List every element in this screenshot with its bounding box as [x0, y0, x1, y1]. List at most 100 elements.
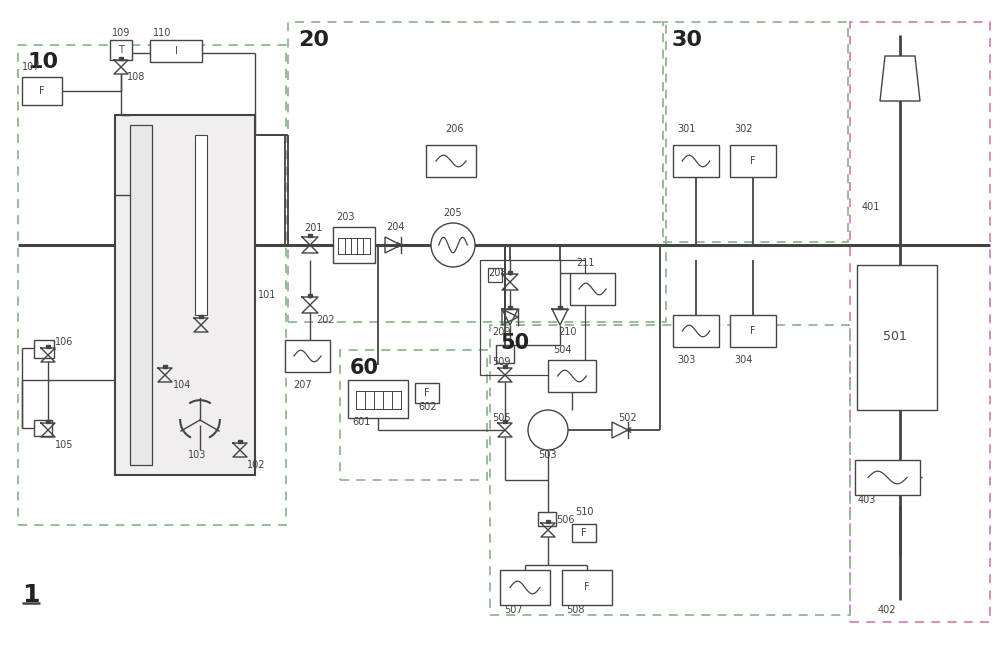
Bar	[730, 145, 776, 177]
Text: 203: 203	[336, 212, 354, 222]
Text: 505: 505	[492, 413, 511, 423]
Bar	[663, 22, 848, 242]
Text: 209: 209	[492, 327, 511, 337]
Text: 106: 106	[55, 337, 73, 347]
Text: 101: 101	[258, 290, 276, 300]
Text: 201: 201	[304, 223, 322, 233]
Bar	[285, 340, 330, 372]
Bar	[130, 125, 152, 465]
Text: 108: 108	[127, 72, 145, 82]
Bar	[22, 77, 62, 105]
Text: 509: 509	[492, 357, 511, 367]
Text: 109: 109	[112, 28, 130, 38]
Bar	[558, 306, 562, 309]
Polygon shape	[880, 56, 920, 101]
Bar	[163, 365, 167, 368]
Bar	[488, 268, 502, 282]
Text: 102: 102	[247, 460, 266, 470]
Text: 504: 504	[553, 345, 572, 355]
Text: 208: 208	[488, 268, 507, 278]
Bar	[496, 345, 514, 363]
Bar	[548, 360, 596, 392]
Text: 1: 1	[22, 583, 40, 607]
Bar	[503, 365, 507, 368]
Bar	[150, 40, 202, 62]
Text: 206: 206	[446, 124, 464, 134]
Bar	[308, 234, 312, 237]
Bar	[855, 460, 920, 495]
Text: 401: 401	[862, 202, 880, 212]
Bar	[503, 419, 507, 423]
Text: 204: 204	[386, 222, 404, 232]
Bar	[348, 380, 408, 418]
Bar	[857, 265, 937, 410]
Bar	[415, 383, 439, 403]
Bar	[546, 520, 550, 523]
Text: 302: 302	[734, 124, 753, 134]
Bar	[500, 570, 550, 605]
Text: 210: 210	[558, 327, 576, 337]
Text: 207: 207	[294, 380, 312, 390]
Bar	[572, 524, 596, 542]
Bar	[308, 293, 312, 297]
Text: F: F	[39, 86, 45, 96]
Text: 30: 30	[672, 30, 703, 50]
Text: 10: 10	[28, 52, 59, 72]
Bar	[34, 340, 54, 358]
Bar	[426, 145, 476, 177]
Text: F: F	[581, 528, 587, 538]
Bar	[199, 314, 203, 318]
Bar	[115, 115, 255, 475]
Text: 303: 303	[677, 355, 695, 365]
Text: 507: 507	[504, 605, 523, 615]
Text: 103: 103	[188, 450, 206, 460]
Text: 506: 506	[556, 515, 574, 525]
Text: F: F	[750, 156, 756, 166]
Bar	[850, 22, 990, 622]
Circle shape	[431, 223, 475, 267]
Bar	[333, 227, 375, 263]
Bar	[34, 420, 52, 436]
Circle shape	[528, 410, 568, 450]
Bar	[480, 260, 585, 375]
Text: F: F	[584, 583, 590, 592]
Text: F: F	[750, 326, 756, 336]
Bar	[490, 325, 850, 615]
Text: 403: 403	[858, 495, 876, 505]
Text: 502: 502	[618, 413, 637, 423]
Text: 601: 601	[352, 417, 370, 427]
Text: 211: 211	[576, 258, 594, 268]
Text: I: I	[175, 46, 177, 56]
Text: 104: 104	[173, 380, 191, 390]
Text: 205: 205	[443, 208, 462, 218]
Bar	[238, 440, 242, 443]
Bar	[562, 570, 612, 605]
Text: 508: 508	[566, 605, 584, 615]
Text: 510: 510	[575, 507, 594, 517]
Bar	[119, 56, 123, 60]
Text: 50: 50	[500, 333, 529, 353]
Bar	[673, 315, 719, 347]
Text: 202: 202	[316, 315, 335, 325]
Text: 107: 107	[22, 62, 40, 72]
Text: T: T	[118, 45, 124, 55]
Bar	[110, 40, 132, 60]
Bar	[508, 270, 512, 274]
Bar	[46, 344, 50, 348]
Text: 110: 110	[153, 28, 171, 38]
Bar	[730, 315, 776, 347]
Bar	[195, 135, 207, 315]
Bar	[46, 419, 50, 423]
Text: 501: 501	[883, 331, 907, 344]
Text: 304: 304	[734, 355, 752, 365]
Text: 402: 402	[878, 605, 896, 615]
Bar	[538, 512, 556, 526]
Bar	[673, 145, 719, 177]
Text: 105: 105	[55, 440, 74, 450]
Bar	[18, 45, 286, 525]
Bar	[340, 350, 487, 480]
Text: 301: 301	[677, 124, 695, 134]
Bar	[508, 306, 512, 309]
Text: 60: 60	[350, 358, 379, 378]
Text: F: F	[424, 388, 430, 398]
